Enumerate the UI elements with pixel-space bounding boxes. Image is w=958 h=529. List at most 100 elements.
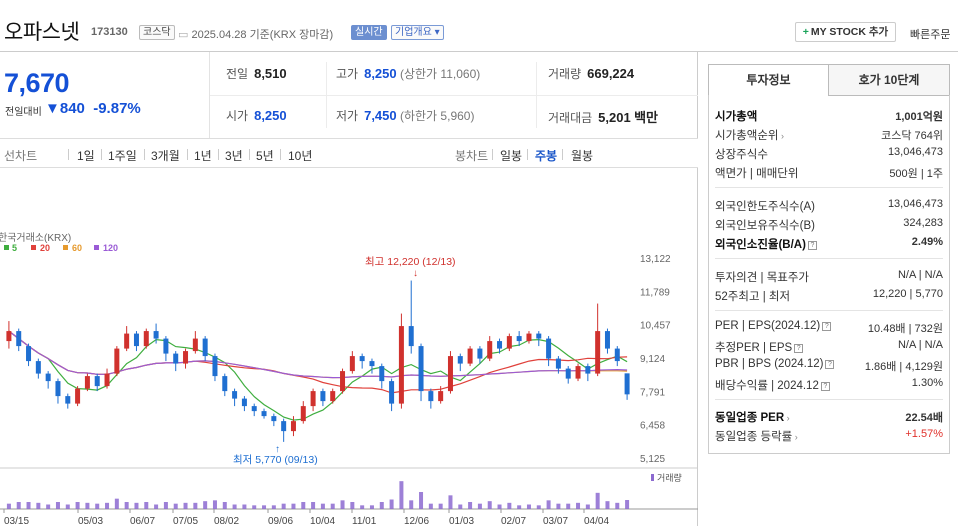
divider xyxy=(715,310,943,311)
candle-body xyxy=(192,338,198,352)
tab-10year[interactable]: 10년 xyxy=(288,149,313,163)
realtime-button[interactable]: 실시간 xyxy=(351,25,387,40)
candle-body xyxy=(624,373,630,395)
volume-value: 669,224 xyxy=(587,66,635,81)
chevron-right-icon: › xyxy=(784,413,790,423)
amount-label: 거래대금 xyxy=(548,111,593,125)
tab-invest-info[interactable]: 투자정보 xyxy=(708,64,829,96)
ma-legend: 5 20 60 120 xyxy=(4,243,118,253)
industry-rate-row: 동일업종 등락률 › +1.57% xyxy=(715,428,943,444)
candle-body xyxy=(555,358,561,369)
ma20-label: 20 xyxy=(40,243,50,253)
chart-source: 한국거래소(KRX) xyxy=(0,232,71,244)
tab-1day[interactable]: 1일 xyxy=(77,149,95,163)
volume-bar xyxy=(409,500,414,509)
help-icon[interactable]: ? xyxy=(825,360,835,369)
par-label: 액면가 | 매매단위 xyxy=(715,168,799,180)
help-icon[interactable]: ? xyxy=(807,241,817,250)
volume-bar xyxy=(546,500,551,509)
tab-weekly[interactable]: 주봉 xyxy=(535,149,558,163)
help-icon[interactable]: ? xyxy=(822,322,832,331)
candles xyxy=(6,280,630,442)
tab-monthly[interactable]: 월봉 xyxy=(571,149,594,163)
ma60-label: 60 xyxy=(72,243,82,253)
x-tick-label: 11/01 xyxy=(352,516,377,526)
candle-body xyxy=(428,391,434,402)
candle-body xyxy=(281,421,287,432)
foreign-limit-value: 13,046,473 xyxy=(887,198,943,210)
x-tick-label: 05/03 xyxy=(78,516,103,526)
per-value: 10.48배 | 732원 xyxy=(867,323,943,335)
candle-body xyxy=(26,346,32,362)
info-tabs: 투자정보 호가 10단계 xyxy=(708,64,950,96)
prev-close-label: 전일 xyxy=(226,67,249,81)
stock-name: 오파스넷 xyxy=(4,21,80,44)
tab-3year[interactable]: 3년 xyxy=(225,149,243,163)
volume-bar xyxy=(163,502,168,509)
volume-bar xyxy=(46,504,51,509)
foreign-limit-label: 외국인한도주식수(A) xyxy=(715,201,815,213)
candle-body xyxy=(379,366,385,382)
x-tick-label: 03/15 xyxy=(4,516,29,526)
open-value: 8,250 xyxy=(254,108,287,123)
volume-bar xyxy=(242,504,247,509)
divider xyxy=(101,149,102,160)
x-tick-label: 12/06 xyxy=(404,516,429,526)
volume-bars xyxy=(6,481,630,509)
industry-per-label[interactable]: 동일업종 PER xyxy=(715,412,785,424)
industry-rate-label[interactable]: 동일업종 등락률 xyxy=(715,431,793,443)
volume-bar xyxy=(124,502,129,509)
divider xyxy=(527,149,528,160)
max-arrow-icon: ↓ xyxy=(413,268,418,279)
period-tabs: 선차트 1일 1주일 3개월 1년 3년 5년 10년 봉차트 일봉 주봉 월봉 xyxy=(0,138,698,168)
foreign-limit-row: 외국인한도주식수(A) 13,046,473 xyxy=(715,198,943,214)
candle-body xyxy=(516,336,522,342)
open-price: 시가 8,250 xyxy=(226,107,287,124)
chevron-right-icon: › xyxy=(792,432,798,442)
est-per-value: N/A | N/A xyxy=(897,339,943,351)
y-tick-label: 9,124 xyxy=(640,354,665,365)
max-price-label: 최고 12,220 (12/13) xyxy=(365,256,456,268)
volume-bar xyxy=(605,501,610,509)
tab-1week[interactable]: 1주일 xyxy=(108,149,137,163)
high-price: 고가 8,250 (상한가 11,060) xyxy=(336,65,480,82)
mystock-add-button[interactable]: + MY STOCK 추가 xyxy=(795,22,896,42)
market-cap-row: 시가총액 1,001억원 xyxy=(715,108,943,124)
candle-body xyxy=(143,331,149,347)
change-percent: -9.87% xyxy=(93,100,141,117)
change-value: ▼840 -9.87% xyxy=(45,100,141,117)
volume-bar xyxy=(448,495,453,509)
pbr-value: 1.86배 | 4,129원 xyxy=(864,361,943,373)
volume-bar xyxy=(556,503,561,509)
candle-body xyxy=(418,346,424,392)
price-chart[interactable]: 한국거래소(KRX) 5 20 60 120 13,122 11,789 10,45… xyxy=(0,168,698,527)
help-icon[interactable]: ? xyxy=(820,382,830,391)
foreign-ratio-value: 2.49% xyxy=(911,236,943,248)
candle-body xyxy=(506,336,512,349)
volume-bar xyxy=(340,500,345,509)
tab-daily[interactable]: 일봉 xyxy=(500,149,523,163)
candle-body xyxy=(467,348,473,364)
tab-orderbook-10[interactable]: 호가 10단계 xyxy=(828,64,950,96)
candle-body xyxy=(349,356,355,372)
volume-bar xyxy=(585,504,590,509)
tab-1year[interactable]: 1년 xyxy=(194,149,212,163)
tab-3month[interactable]: 3개월 xyxy=(151,149,180,163)
foreign-hold-row: 외국인보유주식수(B) 324,283 xyxy=(715,217,943,233)
company-overview-button[interactable]: 기업개요 ▾ xyxy=(391,25,444,40)
candle-body xyxy=(153,331,159,339)
tab-5year[interactable]: 5년 xyxy=(256,149,274,163)
candle-body xyxy=(585,366,591,374)
rank-label[interactable]: 시가총액순위 xyxy=(715,130,779,142)
volume-bar xyxy=(526,504,531,509)
volume-bar xyxy=(301,502,306,509)
candle-body xyxy=(55,381,61,397)
help-icon[interactable]: ? xyxy=(794,344,804,353)
low-label: 저가 xyxy=(336,109,359,123)
trade-amount: 거래대금 5,201 백만 xyxy=(548,107,658,126)
current-price: 7,670 xyxy=(4,68,70,98)
line-chart-label: 선차트 xyxy=(4,149,38,163)
volume-bar xyxy=(291,503,296,509)
candle-body xyxy=(173,353,179,364)
quick-order-link[interactable]: 빠른주문 xyxy=(910,29,951,41)
